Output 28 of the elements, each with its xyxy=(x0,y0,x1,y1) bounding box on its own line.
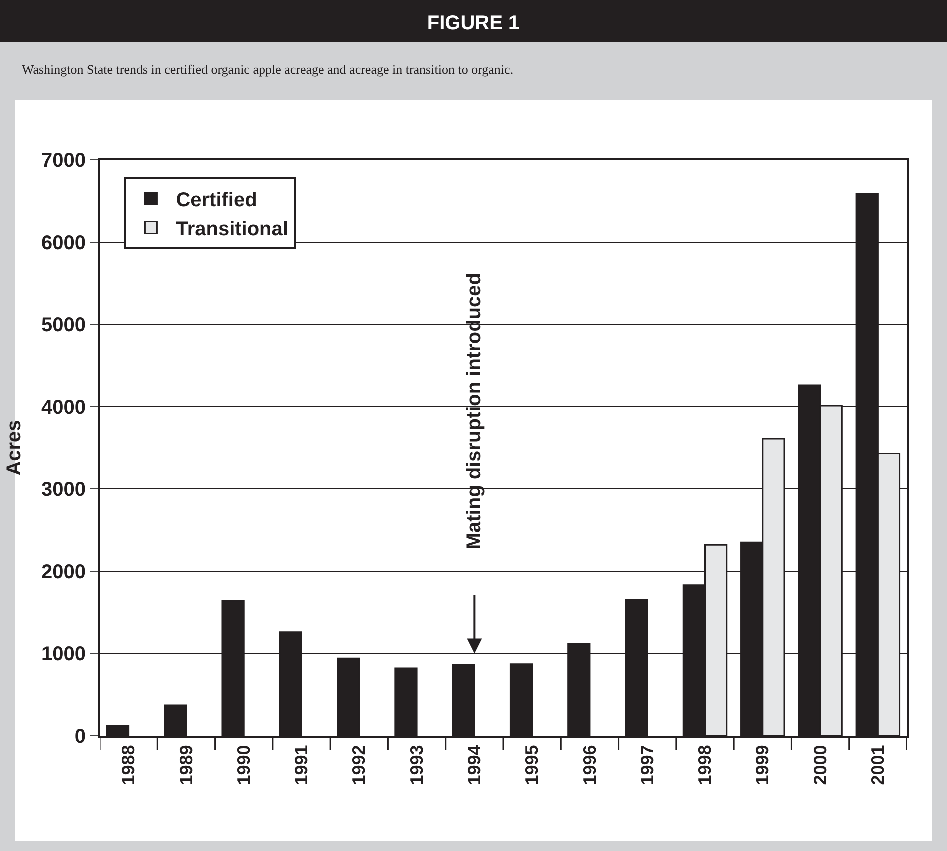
x-tick-label: 1996 xyxy=(580,745,600,786)
x-tick-label: 1988 xyxy=(118,745,139,786)
legend-label: Certified xyxy=(176,190,258,212)
x-tick-label: 1995 xyxy=(522,745,542,786)
y-tick-label: 1000 xyxy=(42,644,86,666)
chart-subtitle: Washington State trends in certified organic apple acreage and acreage in transition to organic. xyxy=(22,62,514,77)
y-tick-label: 3000 xyxy=(42,479,86,502)
y-axis-title: Acres xyxy=(4,420,26,476)
x-tick-label: 1991 xyxy=(292,745,312,786)
y-tick-label: 6000 xyxy=(42,232,86,254)
y-tick-label: 2000 xyxy=(42,561,86,584)
x-tick-label: 1994 xyxy=(464,745,485,786)
x-tick-label: 1997 xyxy=(637,745,658,786)
x-tick-label: 2000 xyxy=(810,745,830,786)
x-tick-label: 1999 xyxy=(752,745,773,786)
x-tick-label: 1989 xyxy=(176,745,196,786)
y-tick-label: 4000 xyxy=(42,396,86,419)
x-tick-label: 2001 xyxy=(868,745,888,786)
chart-title: FIGURE 1 xyxy=(427,12,520,34)
annotation: Mating disruption introduced xyxy=(464,273,486,550)
x-tick-label: 1992 xyxy=(349,745,370,786)
x-tick-label: 1993 xyxy=(406,745,427,786)
legend-label: Transitional xyxy=(176,218,288,241)
y-tick-label: 7000 xyxy=(42,150,86,172)
x-tick-label: 1990 xyxy=(234,745,254,786)
x-tick-label: 1998 xyxy=(695,745,716,786)
y-tick-label: 5000 xyxy=(42,314,86,337)
y-tick-label: 0 xyxy=(74,726,86,748)
